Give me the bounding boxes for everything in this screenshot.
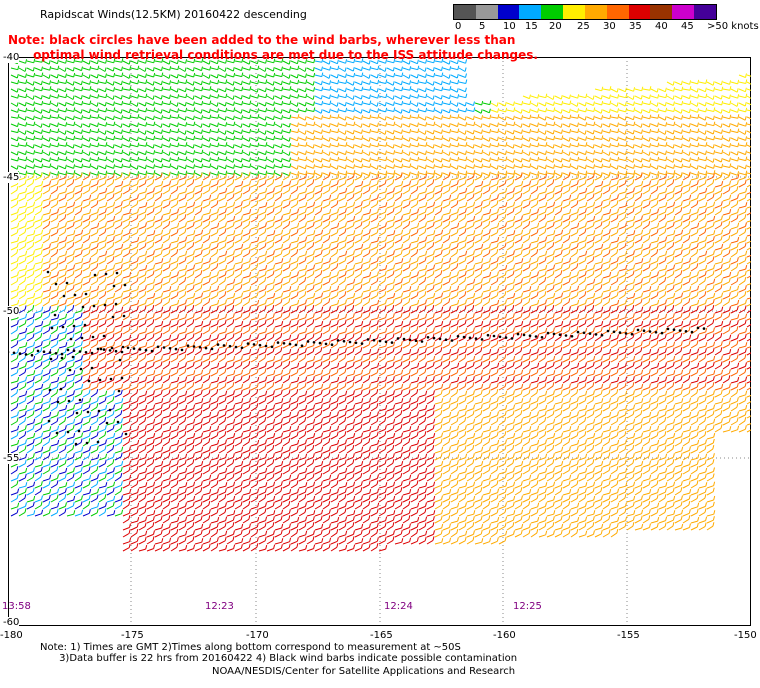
scale-label: 10	[503, 21, 516, 32]
x-tick-label: -165	[370, 630, 393, 641]
y-tick-label: -45	[3, 172, 20, 183]
x-tick-label: -180	[0, 630, 23, 641]
x-tick-label: -160	[493, 630, 516, 641]
scale-swatch	[628, 5, 651, 19]
y-tick-label: -40	[3, 52, 20, 63]
scale-swatch	[672, 5, 695, 19]
contamination-note: Note: black circles have been added to t…	[8, 33, 538, 63]
scale-label: 0	[455, 21, 462, 32]
scale-swatch	[475, 5, 498, 19]
time-label-3: 12:24	[384, 601, 413, 612]
scale-swatch	[694, 5, 716, 19]
x-tick-label: -170	[246, 630, 269, 641]
map-title: Rapidscat Winds(12.5KM) 20160422 descend…	[40, 8, 307, 21]
wind-barb-map	[8, 57, 751, 626]
scale-label: 30	[603, 21, 616, 32]
contamination-markers	[8, 270, 706, 446]
scale-swatch	[454, 5, 476, 19]
scale-swatch	[497, 5, 520, 19]
y-tick-label: -55	[3, 453, 20, 464]
scale-swatch	[650, 5, 673, 19]
scale-label: >50 knots	[707, 21, 759, 32]
x-tick-label: -175	[121, 630, 144, 641]
scale-swatch	[541, 5, 564, 19]
scale-swatch	[519, 5, 542, 19]
credit-line: NOAA/NESDIS/Center for Satellite Applica…	[212, 666, 516, 677]
footnote-line-1: Note: 1) Times are GMT 2)Times along bot…	[40, 642, 461, 653]
scale-swatch	[584, 5, 607, 19]
x-tick-label: -155	[617, 630, 640, 641]
y-tick-label: -50	[3, 306, 20, 317]
footnote-line-2: 3)Data buffer is 22 hrs from 20160422 4)…	[40, 653, 518, 664]
scale-label: 35	[629, 21, 642, 32]
note-line-2: optimal wind retrieval conditions are me…	[8, 48, 538, 62]
scale-label: 40	[655, 21, 668, 32]
y-tick-label: -60	[3, 617, 20, 628]
x-tick-label: -150	[734, 630, 757, 641]
scale-label: 5	[479, 21, 486, 32]
scale-swatch	[563, 5, 585, 19]
footnotes: Note: 1) Times are GMT 2)Times along bot…	[40, 642, 517, 664]
scale-label: 15	[525, 21, 538, 32]
scale-swatch	[606, 5, 629, 19]
wind-speed-color-scale	[453, 4, 717, 20]
time-label-1: 13:58	[2, 601, 31, 612]
time-label-2: 12:23	[205, 601, 234, 612]
scale-label: 20	[549, 21, 562, 32]
note-line-1: Note: black circles have been added to t…	[8, 33, 516, 47]
wind-barbs	[10, 58, 751, 552]
scale-label: 45	[681, 21, 694, 32]
time-label-4: 12:25	[513, 601, 542, 612]
scale-label: 25	[577, 21, 590, 32]
